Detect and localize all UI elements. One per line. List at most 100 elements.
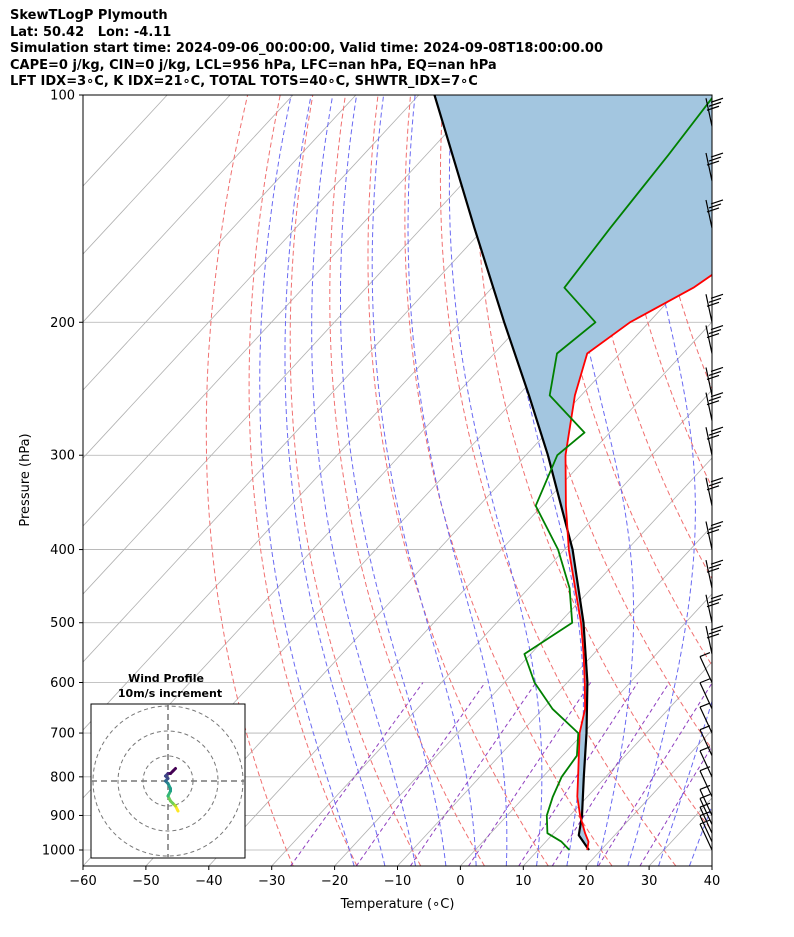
wind-barb-staff bbox=[699, 815, 713, 842]
wind-barbs bbox=[699, 97, 724, 851]
wind-barb bbox=[699, 678, 713, 710]
wind-barb-staff bbox=[699, 770, 713, 797]
wind-barb-flag bbox=[706, 400, 720, 406]
wind-barb-staff bbox=[699, 798, 713, 825]
isotherm-line bbox=[83, 95, 294, 323]
wind-barb-flag bbox=[706, 633, 720, 639]
dry-adiabat-line bbox=[474, 95, 712, 832]
y-tick-label: 800 bbox=[50, 770, 75, 785]
dry-adiabat-line bbox=[329, 95, 485, 866]
axes: −60 −50 −40 −30 −20 −10 0 10 20 30 40 1000 900 800 700… bbox=[18, 89, 720, 913]
wind-barb-flag bbox=[708, 481, 722, 487]
y-tick-label: 200 bbox=[50, 316, 75, 331]
wind-barb-flag bbox=[710, 426, 724, 432]
x-tick-label: 10 bbox=[515, 874, 532, 889]
y-tick-label: 100 bbox=[50, 89, 75, 104]
wind-barb-flag bbox=[699, 819, 711, 825]
x-tick-label: −40 bbox=[195, 874, 222, 889]
wind-barb-flag bbox=[710, 520, 724, 527]
isotherm-line bbox=[334, 457, 712, 866]
hodograph-plot bbox=[91, 704, 245, 858]
wind-barb-flag bbox=[710, 366, 724, 373]
isotherm-line bbox=[397, 525, 712, 866]
dry-adiabat-line bbox=[736, 95, 794, 866]
wind-barb-flag bbox=[706, 207, 720, 213]
params-line-2: LFT IDX=3∘C, K IDX=21∘C, TOTAL TOTS=40∘C… bbox=[10, 74, 478, 89]
wind-barb bbox=[699, 702, 713, 734]
wind-barb-flag bbox=[708, 629, 722, 635]
wind-barb bbox=[705, 324, 724, 354]
isotherm-line bbox=[83, 95, 357, 391]
wind-barb bbox=[705, 97, 724, 127]
y-tick-label: 500 bbox=[50, 616, 75, 631]
dry-adiabat-line bbox=[248, 95, 358, 866]
wind-barb-staff bbox=[705, 294, 713, 323]
wind-barb-staff bbox=[705, 392, 713, 421]
isotherm-line bbox=[585, 729, 712, 866]
temperature-line bbox=[564, 273, 712, 851]
x-tick-label: 0 bbox=[456, 874, 464, 889]
wind-barb bbox=[705, 426, 724, 456]
plot-area bbox=[83, 95, 794, 866]
wind-barb bbox=[705, 477, 724, 506]
mixing-ratio-line bbox=[355, 682, 486, 866]
wind-barb-staff bbox=[699, 823, 713, 851]
wind-barb-flag bbox=[710, 477, 724, 483]
moist-adiabat-line bbox=[311, 95, 416, 866]
wind-barb-flag bbox=[710, 324, 724, 331]
hodograph-trace-segment bbox=[171, 767, 177, 773]
isotherm-line bbox=[83, 95, 482, 527]
wind-barb-staff bbox=[699, 750, 713, 778]
y-axis-label: Pressure (hPa) bbox=[18, 433, 33, 526]
mixing-ratio-line bbox=[597, 682, 712, 866]
wind-barb-flag bbox=[710, 392, 724, 398]
moist-adiabat-line bbox=[497, 95, 584, 866]
dry-adiabat-line bbox=[769, 95, 794, 866]
moist-adiabat-line bbox=[340, 95, 447, 866]
moist-adiabat-line bbox=[627, 95, 696, 866]
dewpoint-line bbox=[523, 96, 712, 851]
wind-barb-flag bbox=[706, 602, 720, 608]
wind-barb-staff bbox=[705, 427, 713, 456]
wind-barb-flag bbox=[699, 784, 711, 791]
wind-barb-staff bbox=[699, 806, 713, 834]
chart-title: SkewTLogP Plymouth bbox=[10, 8, 168, 23]
y-tick-label: 300 bbox=[50, 449, 75, 464]
location-line: Lat: 50.42 Lon: -4.11 bbox=[10, 24, 172, 40]
wind-barb-flag bbox=[706, 374, 720, 381]
isotherm-line bbox=[145, 253, 712, 866]
wind-barb-staff bbox=[699, 706, 713, 734]
wind-barb bbox=[705, 625, 724, 655]
moist-adiabat-line bbox=[448, 95, 543, 866]
chart-header: SkewTLogP Plymouth Lat: 50.42 Lon: -4.11… bbox=[10, 8, 603, 91]
wind-barb-staff bbox=[705, 152, 713, 182]
hodograph-subtitle: 10m/s increment bbox=[118, 687, 222, 700]
y-tick-label: 900 bbox=[50, 809, 75, 824]
wind-barb-flag bbox=[710, 293, 724, 299]
dry-adiabat-line bbox=[540, 95, 712, 667]
wind-barb bbox=[699, 811, 713, 842]
wind-barb-staff bbox=[705, 521, 713, 550]
hodograph-title: Wind Profile bbox=[128, 672, 204, 685]
wind-barb-flag bbox=[699, 702, 711, 708]
x-tick-label: −60 bbox=[69, 874, 96, 889]
wind-barb bbox=[699, 784, 713, 816]
wind-barb-staff bbox=[699, 682, 713, 710]
wind-barb-flag bbox=[708, 396, 722, 402]
wind-barb-flag bbox=[710, 559, 724, 565]
x-tick-label: −30 bbox=[258, 874, 285, 889]
moist-adiabat-line bbox=[259, 95, 355, 866]
moist-adiabat-line bbox=[284, 95, 386, 866]
wind-barb-staff bbox=[705, 560, 713, 589]
wind-barb-staff bbox=[705, 625, 713, 655]
x-tick-label: 30 bbox=[641, 874, 658, 889]
isotherm-line bbox=[711, 865, 712, 866]
x-tick-label: 20 bbox=[578, 874, 595, 889]
isotherm-line bbox=[523, 661, 712, 866]
wind-barb-flag bbox=[710, 152, 724, 158]
wind-barb-staff bbox=[699, 729, 713, 756]
isotherm-line bbox=[83, 95, 231, 255]
x-tick-label: −10 bbox=[384, 874, 411, 889]
wind-barb bbox=[705, 199, 724, 229]
